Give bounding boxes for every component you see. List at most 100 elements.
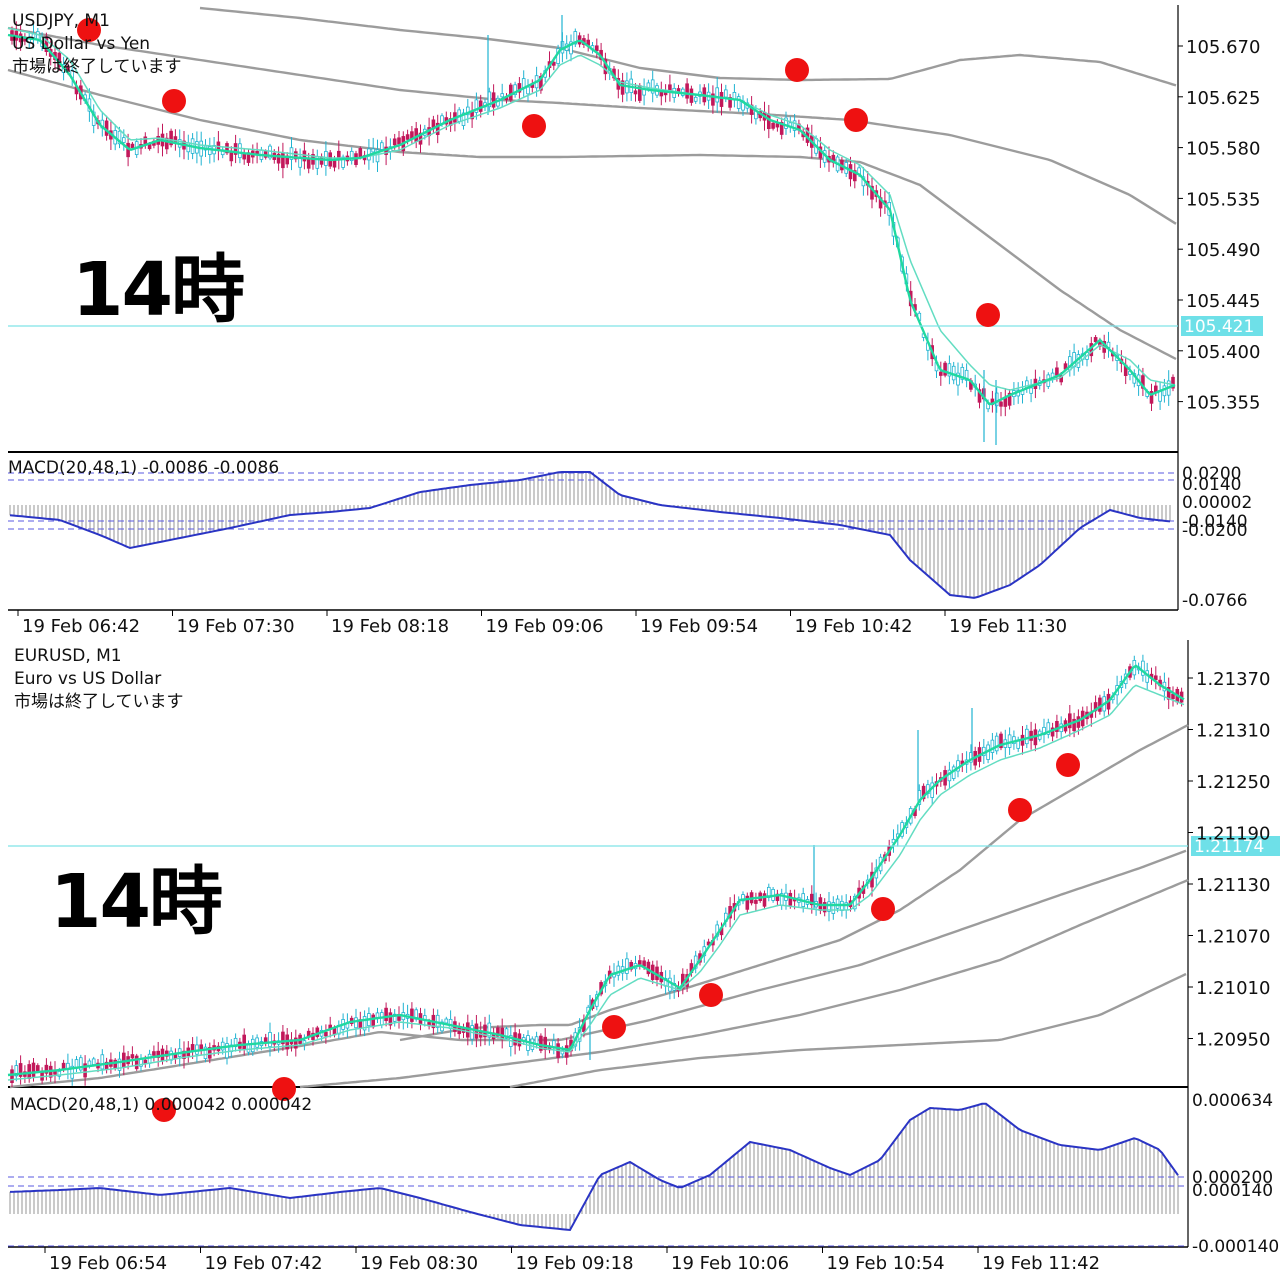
usdjpy-candle-body: [693, 96, 698, 102]
usdjpy-macd-tick-label: -0.0140: [1182, 512, 1248, 532]
usdjpy-candle-body: [276, 153, 281, 164]
usdjpy-candle-body: [994, 392, 999, 407]
usdjpy-candle-body: [646, 82, 651, 89]
usdjpy-candle-body: [508, 84, 513, 101]
usdjpy-band-3: [199, 6, 1177, 87]
usdjpy-ma-slow: [7, 27, 1176, 391]
eurusd-candle-body: [999, 733, 1003, 749]
eurusd-candle-body: [754, 899, 758, 904]
eurusd-candle-body: [827, 901, 831, 912]
eurusd-macd-label: MACD(20,48,1) 0.000042 0.000042: [10, 1095, 313, 1115]
usdjpy-annotation: 14時: [72, 247, 245, 333]
usdjpy-candle-body: [414, 128, 418, 142]
eurusd-candle-body: [994, 735, 999, 752]
usdjpy-description: US Dollar vs Yen: [12, 34, 151, 54]
eurusd-chart: [7, 640, 1280, 1253]
usdjpy-candle-body: [1007, 392, 1012, 406]
eurusd-red-marker-7: [1056, 753, 1080, 777]
eurusd-candle-body: [250, 1038, 255, 1053]
usdjpy-macd-tick-label: 0.0140: [1182, 475, 1241, 495]
usdjpy-candle-body: [375, 149, 380, 163]
usdjpy-candle-body: [293, 151, 298, 160]
eurusd-candle-body: [134, 1055, 139, 1070]
usdjpy-current-price-box: [1181, 316, 1263, 336]
usdjpy-candle-body: [792, 120, 797, 131]
usdjpy-candle-body: [771, 122, 775, 129]
eurusd-red-marker-2: [272, 1077, 296, 1101]
eurusd-candle-body: [27, 1064, 31, 1079]
eurusd-candle-body: [18, 1063, 23, 1077]
eurusd-red-marker-6: [1008, 798, 1032, 822]
eurusd-candle-body: [242, 1034, 247, 1050]
eurusd-candle-body: [444, 1018, 449, 1024]
eurusd-candle-body: [152, 1051, 156, 1056]
eurusd-candle-body: [354, 1017, 358, 1029]
usdjpy-candle-body: [960, 366, 965, 380]
eurusd-candle-body: [410, 1008, 414, 1022]
eurusd-price-tick-label: 1.20950: [1196, 1030, 1270, 1051]
eurusd-macd-tick-label: 0.000634: [1192, 1091, 1273, 1111]
usdjpy-candle-body: [1154, 385, 1158, 393]
usdjpy-candle-body: [500, 93, 504, 98]
usdjpy-candle-body: [164, 137, 169, 150]
eurusd-candle-body: [465, 1022, 470, 1038]
usdjpy-band-1: [7, 26, 1177, 225]
usdjpy-candle-body: [1093, 337, 1098, 343]
usdjpy-time-label: 19 Feb 06:42: [22, 616, 140, 637]
usdjpy-candle-body: [302, 150, 307, 162]
usdjpy-candle-body: [216, 141, 221, 150]
eurusd-candle-body: [990, 739, 995, 753]
usdjpy-red-marker-3: [522, 114, 546, 138]
eurusd-candle-body: [487, 1022, 492, 1038]
eurusd-time-label: 19 Feb 07:42: [205, 1253, 323, 1274]
eurusd-description: Euro vs US Dollar: [14, 669, 162, 689]
eurusd-candle-body: [1068, 713, 1072, 729]
eurusd-candle-body: [745, 895, 750, 910]
usdjpy-candle-body: [242, 153, 247, 160]
usdjpy-candle-body: [1149, 391, 1154, 404]
usdjpy-candle-body: [491, 92, 496, 108]
usdjpy-candle-body: [526, 86, 530, 95]
eurusd-macd-histogram: [9, 1103, 1179, 1230]
eurusd-candle-body: [534, 1036, 539, 1044]
usdjpy-candle-body: [939, 371, 943, 376]
eurusd-candle-body: [543, 1036, 547, 1051]
usdjpy-macd-histogram: [9, 472, 1171, 598]
usdjpy-candle-body: [1141, 375, 1145, 389]
usdjpy-candle-body: [233, 143, 238, 155]
usdjpy-candle-body: [620, 80, 625, 95]
eurusd-macd-tick-label: 0.000200: [1192, 1168, 1273, 1188]
eurusd-candle-body: [496, 1027, 500, 1037]
usdjpy-candle-body: [405, 134, 410, 140]
eurusd-red-marker-5: [871, 897, 895, 921]
usdjpy-candle-body: [728, 97, 732, 108]
usdjpy-candle-body: [207, 146, 212, 155]
usdjpy-candle-body: [650, 79, 655, 94]
usdjpy-time-label: 19 Feb 09:54: [640, 616, 758, 637]
usdjpy-candle-body: [379, 142, 384, 150]
eurusd-candle-body: [130, 1054, 135, 1059]
eurusd-candle-body: [392, 1013, 397, 1022]
usdjpy-time-label: 19 Feb 08:18: [331, 616, 449, 637]
eurusd-symbol: EURUSD, M1: [14, 646, 122, 666]
eurusd-candle-body: [70, 1065, 75, 1079]
eurusd-red-marker-4: [699, 983, 723, 1007]
usdjpy-time-label: 19 Feb 10:42: [795, 616, 913, 637]
usdjpy-price-tick-label: 105.400: [1186, 342, 1260, 363]
eurusd-price-tick-label: 1.21250: [1196, 772, 1270, 793]
usdjpy-candle-body: [513, 84, 517, 96]
usdjpy-ma-fast: [7, 33, 1176, 406]
usdjpy-candle-body: [943, 362, 947, 376]
usdjpy-candle-body: [465, 106, 470, 116]
eurusd-info-block: EURUSD, M1 Euro vs US Dollar 市場は終了しています: [14, 645, 184, 714]
usdjpy-candle-body: [779, 121, 784, 135]
usdjpy-candle-body: [143, 136, 148, 145]
eurusd-annotation: 14時: [50, 859, 223, 945]
usdjpy-candle-body: [186, 142, 191, 153]
usdjpy-red-marker-2: [162, 89, 186, 113]
eurusd-candle-body: [117, 1058, 122, 1071]
usdjpy-info-block: USDJPY, M1 US Dollar vs Yen 市場は終了しています: [12, 10, 182, 79]
usdjpy-candle-body: [724, 89, 728, 98]
eurusd-price-tick-label: 1.21190: [1196, 824, 1270, 845]
